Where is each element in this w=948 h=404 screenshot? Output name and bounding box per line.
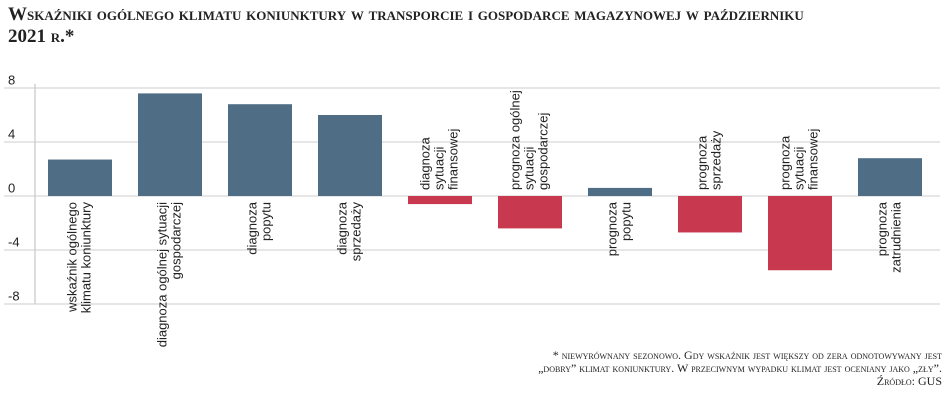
x-tick-label: prognoza (777, 135, 792, 190)
bar (678, 196, 742, 233)
x-tick-label: gospodarczej (535, 113, 550, 190)
footnote: * niewyrównany sezonowo. Gdy wskaźnik je… (553, 348, 942, 362)
x-tick-label: sytuacji (791, 147, 806, 190)
y-tick-label: 0 (8, 180, 15, 195)
x-tick-label: sytuacji (431, 147, 446, 190)
x-tick-label: finansowej (805, 128, 820, 190)
y-tick-label: -8 (8, 288, 20, 303)
x-tick-label: popytu (618, 202, 633, 241)
bar (48, 159, 112, 196)
x-tick-label: diagnoza ogólnej sytuacji (154, 202, 169, 347)
y-tick-label: -4 (8, 234, 20, 249)
bar (138, 93, 202, 196)
x-tick-label: diagnoza (334, 201, 349, 255)
x-tick-label: prognoza (694, 135, 709, 190)
bar (768, 196, 832, 271)
x-tick-label: wskaźnik ogólnego (64, 202, 79, 313)
y-tick-label: 8 (8, 72, 15, 87)
x-tick-label: gospodarczej (168, 202, 183, 279)
footnote: „dobry” klimat koniunktury. W przeciwnym… (538, 361, 942, 375)
x-tick-label: sytuacji (521, 147, 536, 190)
bar (858, 158, 922, 196)
bar (498, 196, 562, 229)
footnote: Źródło: GUS (877, 374, 942, 388)
bar (588, 187, 652, 196)
y-tick-label: 4 (8, 126, 15, 141)
x-tick-label: finansowej (445, 128, 460, 190)
chart-title: Wskaźniki ogólnego klimatu koniunktury w… (8, 4, 804, 47)
bar (318, 115, 382, 196)
bar (408, 196, 472, 205)
x-tick-label: diagnoza (244, 201, 259, 255)
bar (228, 104, 292, 196)
x-tick-label: klimatu koniunktury (78, 202, 93, 314)
x-tick-label: popytu (258, 202, 273, 241)
x-tick-label: sprzedaży (708, 130, 723, 190)
x-tick-label: diagnoza (417, 136, 432, 190)
x-tick-label: prognoza ogólnej (507, 90, 522, 190)
x-tick-label: prognoza (874, 201, 889, 256)
x-tick-label: sprzedaży (348, 202, 363, 262)
x-tick-label: prognoza (604, 201, 619, 256)
x-tick-label: zatrudnienia (888, 201, 903, 273)
